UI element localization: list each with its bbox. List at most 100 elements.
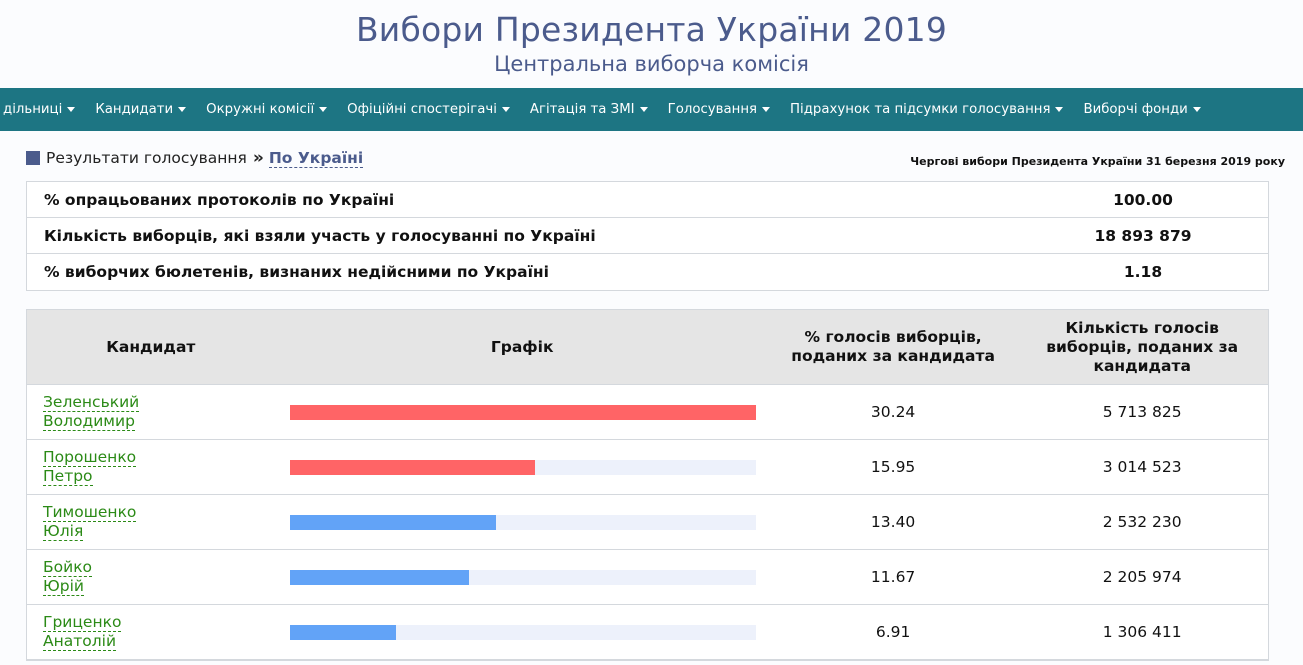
summary-table: % опрацьованих протоколів по Україні 100… [26,181,1269,291]
summary-row: % опрацьованих протоколів по Україні 100… [27,182,1268,218]
summary-value: 1.18 [1123,263,1163,281]
summary-label: % виборчих бюлетенів, визнаних недійсним… [44,263,549,281]
graph-cell [275,404,770,420]
nav-item-label: Виборчі фонди [1083,102,1188,117]
candidate-row: Порошенко Петро 15.95 3 014 523 [27,440,1268,495]
header-percent: % голосів виборців, поданих за кандидата [770,328,1017,366]
results-table: Кандидат Графік % голосів виборців, пода… [26,309,1269,661]
candidate-percent: 11.67 [870,568,916,586]
graph-cell [275,459,770,475]
bar-track [289,404,756,420]
caret-down-icon [178,107,187,112]
nav-item-stations[interactable]: дільниці [3,102,76,117]
nav-item-label: дільниці [3,102,63,117]
main-navbar: дільниці Кандидати Окружні комісії Офіці… [0,88,1303,131]
nav-item-voting[interactable]: Голосування [667,102,771,117]
header-votes-line: виборців, поданих за [1046,337,1239,356]
vote-share-bar [289,459,536,475]
candidate-firstname-link[interactable]: Юлія [43,522,84,541]
caret-down-icon [1055,107,1064,112]
site-header: Вибори Президента України 2019 Центральн… [0,0,1303,88]
nav-item-label: Кандидати [95,102,174,117]
summary-row: % виборчих бюлетенів, визнаних недійсним… [27,254,1268,290]
nav-item-label: Підрахунок та підсумки голосування [790,102,1051,117]
candidate-firstname-link[interactable]: Анатолій [43,632,117,651]
caret-down-icon [319,107,328,112]
candidate-votes: 5 713 825 [1102,403,1182,421]
breadcrumb-separator: » [252,148,264,168]
page-subtitle: Центральна виборча комісія [494,52,809,76]
candidate-row: Гриценко Анатолій 6.91 1 306 411 [27,605,1268,660]
summary-label: Кількість виборців, які взяли участь у г… [44,226,596,245]
caret-down-icon [639,107,648,112]
candidate-name: Зеленський Володимир [27,393,275,431]
candidate-firstname-link[interactable]: Володимир [43,412,135,431]
header-votes-line: кандидата [1093,356,1191,375]
nav-item-election-funds[interactable]: Виборчі фонди [1083,102,1201,117]
graph-cell [275,514,770,530]
caret-down-icon [762,107,771,112]
candidate-name: Порошенко Петро [27,448,275,486]
caret-down-icon [1192,107,1201,112]
nav-item-candidates[interactable]: Кандидати [95,102,187,117]
candidate-row: Бойко Юрій 11.67 2 205 974 [27,550,1268,605]
candidate-percent: 13.40 [870,513,916,531]
candidate-name: Тимошенко Юлія [27,503,275,541]
nav-item-label: Агітація та ЗМІ [529,102,635,117]
candidate-percent: 15.95 [870,458,916,476]
candidate-votes: 2 205 974 [1102,568,1182,586]
bar-track [289,624,756,640]
vote-share-bar [289,569,470,585]
summary-value: 100.00 [1113,190,1173,209]
summary-row: Кількість виборців, які взяли участь у г… [27,218,1268,254]
candidate-row: Зеленський Володимир 30.24 5 713 825 [27,385,1268,440]
vote-share-bar [289,624,397,640]
bar-track [289,569,756,585]
candidate-surname-link[interactable]: Гриценко [43,613,122,632]
caret-down-icon [501,107,510,112]
header-votes: Кількість голосів виборців, поданих за к… [1016,319,1268,376]
graph-cell [275,569,770,585]
page-title: Вибори Президента України 2019 [355,10,948,49]
election-title: Чергові вибори Президента України 31 бер… [910,155,1285,168]
vote-share-bar [289,514,497,530]
caret-down-icon [67,107,76,112]
candidate-votes: 3 014 523 [1102,458,1182,476]
header-candidate: Кандидат [106,338,196,356]
bar-track [289,514,756,530]
vote-share-bar [289,404,756,420]
candidate-firstname-link[interactable]: Юрій [43,577,84,596]
candidate-surname-link[interactable]: Бойко [43,558,93,577]
nav-item-campaign-media[interactable]: Агітація та ЗМІ [530,102,648,117]
nav-item-district-commissions[interactable]: Окружні комісії [206,102,328,117]
candidate-row: Тимошенко Юлія 13.40 2 532 230 [27,495,1268,550]
breadcrumb-section: Результати голосування [46,149,247,167]
header-votes-line: Кількість голосів [1065,318,1219,337]
nav-item-label: Окружні комісії [206,102,315,117]
breadcrumb: Результати голосування » По Україні [26,148,364,168]
candidate-percent: 6.91 [875,623,911,641]
header-graph: Графік [490,338,554,356]
header-percent-line: поданих за кандидата [791,347,995,365]
candidate-surname-link[interactable]: Тимошенко [43,503,137,522]
candidate-surname-link[interactable]: Зеленський [43,393,140,412]
header-percent-line: % голосів виборців, [804,328,982,346]
graph-cell [275,624,770,640]
breadcrumb-row: Результати голосування » По Україні Черг… [0,131,1303,183]
candidate-votes: 1 306 411 [1102,623,1182,641]
square-bullet-icon [26,151,40,165]
candidate-name: Бойко Юрій [27,558,275,596]
candidate-name: Гриценко Анатолій [27,613,275,651]
candidate-percent: 30.24 [870,403,916,421]
nav-item-label: Офіційні спостерігачі [347,102,497,117]
nav-item-counting-results[interactable]: Підрахунок та підсумки голосування [790,102,1064,117]
candidate-votes: 2 532 230 [1102,513,1182,531]
nav-item-label: Голосування [667,102,758,117]
nav-item-observers[interactable]: Офіційні спостерігачі [347,102,510,117]
bar-track [289,459,756,475]
candidate-firstname-link[interactable]: Петро [43,467,93,486]
results-header-row: Кандидат Графік % голосів виборців, пода… [27,310,1268,385]
summary-label: % опрацьованих протоколів по Україні [44,190,395,209]
candidate-surname-link[interactable]: Порошенко [43,448,137,467]
breadcrumb-current-link[interactable]: По Україні [268,148,364,168]
